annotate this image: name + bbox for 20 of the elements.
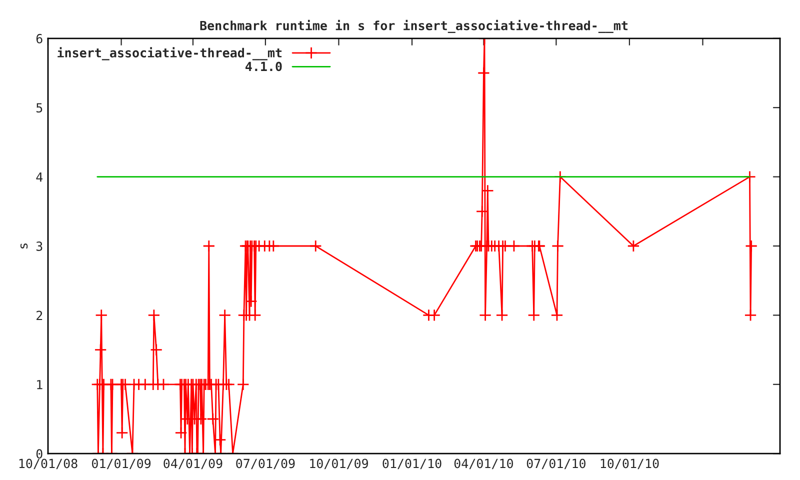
y-tick-label: 1 <box>37 380 42 390</box>
y-tick-label: 5 <box>36 103 42 113</box>
x-tick-label: 10/01/08 <box>19 458 78 470</box>
y-tick-label: 6 <box>36 34 42 44</box>
x-tick-label: 10/01/10 <box>600 458 659 470</box>
x-tick-label: 10/01/09 <box>310 458 368 470</box>
x-tick-label: 07/01/10 <box>526 458 586 470</box>
x-tick-label: 07/01/09 <box>236 458 295 470</box>
legend-label: 4.1.0 <box>246 62 282 72</box>
y-tick-label: 0 <box>36 449 42 459</box>
x-tick-label: 04/01/10 <box>454 458 513 470</box>
y-axis-title: s <box>20 243 28 248</box>
y-tick-label: 4 <box>36 172 43 182</box>
y-tick-label: 2 <box>36 310 42 320</box>
x-tick-label: 04/01/09 <box>164 458 222 470</box>
x-tick-label: 01/01/10 <box>382 458 442 470</box>
y-tick-label: 3 <box>36 242 42 251</box>
chart-title: Benchmark runtime in s for insert_associative-thread-__mt <box>200 20 628 34</box>
legend-label: insert_associative-thread-__mt <box>58 47 282 60</box>
x-tick-label: 01/01/09 <box>92 458 151 470</box>
